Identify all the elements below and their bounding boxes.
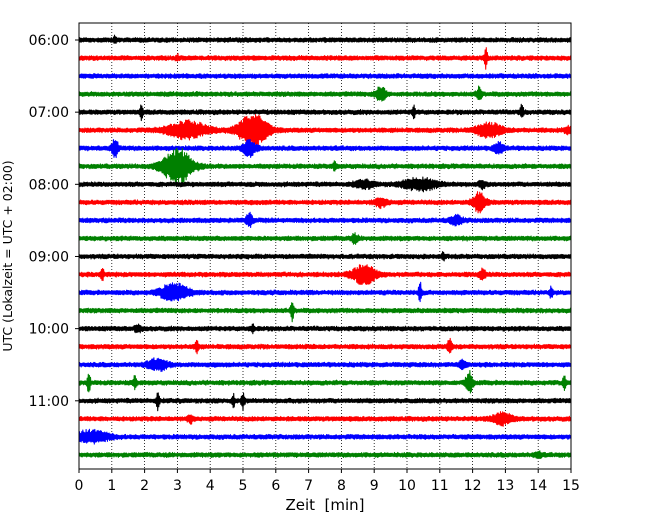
plot-frame [78, 22, 572, 470]
trace-0930 [78, 281, 572, 303]
trace-0915 [78, 264, 572, 285]
y-axis-label: UTC (Lokalzeit = UTC + 02:00) [0, 160, 15, 351]
y-axis-ticks: 06:00 07:00 08:00 09:00 10:00 11:00 [29, 33, 79, 410]
y-tick-label: 11:00 [29, 394, 69, 410]
x-tick-label: 15 [562, 478, 580, 494]
x-tick-label: 1 [107, 478, 116, 494]
trace-0945 [78, 302, 572, 323]
trace-0745 [78, 147, 572, 185]
trace-1100 [78, 392, 572, 412]
trace-0700 [78, 103, 572, 122]
trace-0615 [78, 47, 572, 70]
x-tick-label: 13 [496, 478, 514, 494]
x-tick-label: 12 [464, 478, 482, 494]
trace-1030 [78, 357, 572, 373]
trace-1145 [78, 450, 572, 460]
trace-0715 [78, 114, 572, 147]
x-tick-label: 0 [75, 478, 84, 494]
trace-1000 [78, 323, 572, 335]
y-tick-label: 06:00 [29, 33, 69, 49]
trace-0630 [78, 73, 572, 80]
x-tick-label: 10 [398, 478, 416, 494]
x-tick-label: 3 [173, 478, 182, 494]
x-tick-label: 4 [206, 478, 215, 494]
trace-area [78, 34, 572, 460]
y-tick-label: 09:00 [29, 249, 69, 265]
x-tick-label: 11 [431, 478, 449, 494]
trace-0645 [78, 85, 572, 102]
trace-0900 [78, 251, 572, 262]
x-axis-ticks: 0 1 2 3 4 5 6 7 8 9 10 11 12 13 14 15 [75, 469, 580, 494]
x-tick-label: 5 [239, 478, 248, 494]
trace-0600 [78, 34, 572, 44]
trace-1045 [78, 370, 572, 394]
x-axis-label: Zeit [min] [285, 496, 364, 514]
x-tick-label: 9 [370, 478, 379, 494]
y-tick-label: 07:00 [29, 105, 69, 121]
vertical-grid [111, 23, 539, 469]
y-tick-label: 10:00 [29, 322, 69, 338]
x-tick-label: 8 [337, 478, 346, 494]
trace-1115 [78, 411, 572, 427]
trace-0830 [78, 211, 572, 229]
trace-0800 [78, 176, 572, 193]
trace-0730 [78, 138, 572, 159]
x-tick-label: 2 [140, 478, 149, 494]
y-tick-label: 08:00 [29, 177, 69, 193]
trace-0845 [78, 232, 572, 245]
x-tick-label: 14 [529, 478, 547, 494]
trace-1015 [78, 337, 572, 355]
x-tick-label: 7 [304, 478, 313, 494]
trace-0815 [78, 191, 572, 214]
x-tick-label: 6 [271, 478, 280, 494]
trace-1130 [78, 428, 572, 445]
